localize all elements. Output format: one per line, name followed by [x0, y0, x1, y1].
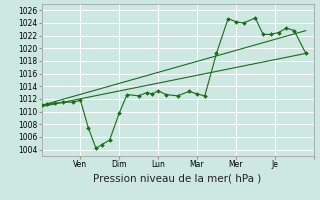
- X-axis label: Pression niveau de la mer( hPa ): Pression niveau de la mer( hPa ): [93, 173, 262, 183]
